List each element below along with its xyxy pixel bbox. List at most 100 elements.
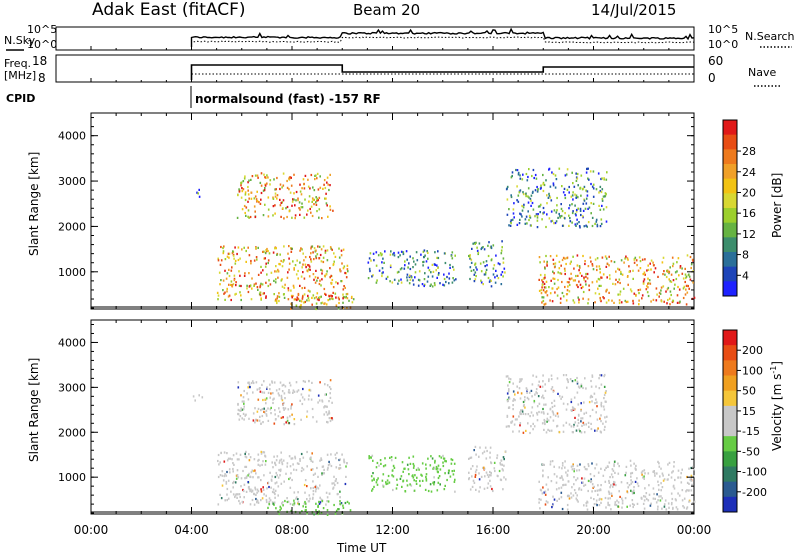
echo-cell	[453, 268, 455, 271]
echo-cell	[307, 209, 309, 212]
echo-cell	[505, 425, 508, 428]
echo-cell	[414, 276, 416, 279]
echo-cell	[283, 293, 285, 296]
echo-cell	[616, 499, 618, 502]
echo-cell	[222, 250, 225, 253]
echo-cell	[237, 403, 239, 406]
echo-cell	[668, 272, 670, 275]
echo-cell	[602, 195, 605, 198]
echo-cell	[346, 462, 348, 465]
echo-cell	[542, 181, 545, 184]
echo-cell	[565, 421, 568, 424]
echo-cell	[260, 198, 262, 201]
echo-cell	[568, 283, 571, 287]
echo-cell	[321, 400, 324, 403]
echo-cell	[541, 218, 543, 221]
echo-cell	[599, 208, 602, 211]
echo-cell	[221, 474, 224, 477]
echo-cell	[487, 244, 489, 247]
echo-cell	[580, 174, 583, 177]
echo-cell	[328, 492, 331, 495]
echo-cell	[306, 465, 308, 468]
echo-cell	[313, 203, 315, 206]
echo-cell	[401, 485, 403, 488]
echo-cell	[266, 174, 268, 177]
echo-cell	[396, 483, 399, 486]
echo-cell	[552, 258, 555, 261]
echo-cell	[567, 380, 569, 384]
echo-cell	[453, 480, 456, 483]
echo-cell	[250, 381, 253, 385]
echo-cell	[589, 170, 592, 173]
echo-cell	[626, 257, 629, 260]
echo-cell	[231, 458, 233, 461]
echo-cell	[315, 201, 317, 204]
colorbar-tick-label: 28	[742, 145, 756, 158]
echo-cell	[385, 482, 388, 486]
echo-cell	[586, 190, 589, 193]
echo-cell	[653, 264, 655, 267]
echo-cell	[437, 266, 439, 269]
echo-cell	[371, 479, 373, 482]
echo-cell	[267, 249, 269, 253]
echo-cell	[490, 259, 493, 262]
echo-cell	[219, 493, 221, 496]
echo-cell	[267, 481, 270, 484]
echo-cell	[296, 297, 299, 300]
echo-cell	[643, 495, 645, 498]
echo-cell	[281, 461, 283, 464]
echo-cell	[542, 475, 544, 478]
echo-cell	[552, 184, 555, 187]
echo-cell	[487, 276, 490, 280]
echo-cell	[583, 276, 585, 279]
echo-cell	[542, 469, 544, 472]
echo-cell	[620, 270, 622, 274]
echo-cell	[417, 278, 420, 281]
echo-cell	[572, 465, 574, 468]
echo-cell	[316, 253, 319, 256]
echo-cell	[337, 508, 339, 511]
nave-right-tick-top: 60	[708, 54, 723, 68]
echo-cell	[245, 413, 247, 416]
echo-cell	[675, 506, 678, 509]
echo-cell	[281, 201, 283, 204]
echo-cell	[560, 397, 562, 400]
echo-cell	[676, 301, 679, 304]
echo-cell	[298, 503, 300, 506]
echo-cell	[587, 479, 590, 482]
echo-cell	[492, 244, 495, 247]
echo-cell	[523, 404, 525, 407]
nsearch-label: N.Search	[745, 30, 795, 43]
echo-cell	[564, 212, 566, 215]
echo-cell	[295, 381, 298, 384]
echo-cell	[310, 260, 313, 263]
echo-cell	[443, 277, 446, 281]
echo-cell	[317, 394, 320, 397]
echo-cell	[302, 294, 304, 297]
echo-cell	[382, 257, 384, 260]
echo-cell	[328, 386, 331, 389]
echo-cell	[547, 196, 550, 199]
echo-cell	[583, 225, 586, 228]
echo-cell	[650, 502, 652, 505]
echo-cell	[291, 478, 293, 482]
echo-cell	[552, 495, 554, 498]
echo-cell	[251, 175, 254, 178]
echo-cell	[661, 486, 664, 489]
echo-cell	[619, 495, 621, 498]
echo-cell	[509, 224, 512, 227]
echo-cell	[609, 497, 611, 500]
echo-cell	[565, 471, 567, 474]
echo-cell	[580, 409, 582, 412]
echo-cell	[245, 475, 248, 478]
echo-cell	[340, 249, 343, 252]
echo-cell	[637, 269, 640, 272]
echo-cell	[572, 210, 574, 213]
echo-cell	[546, 213, 548, 216]
echo-cell	[530, 204, 532, 207]
echo-cell	[585, 411, 588, 414]
echo-cell	[304, 380, 306, 383]
echo-cell	[512, 390, 515, 393]
echo-cell	[548, 192, 550, 195]
echo-cell	[371, 488, 374, 491]
